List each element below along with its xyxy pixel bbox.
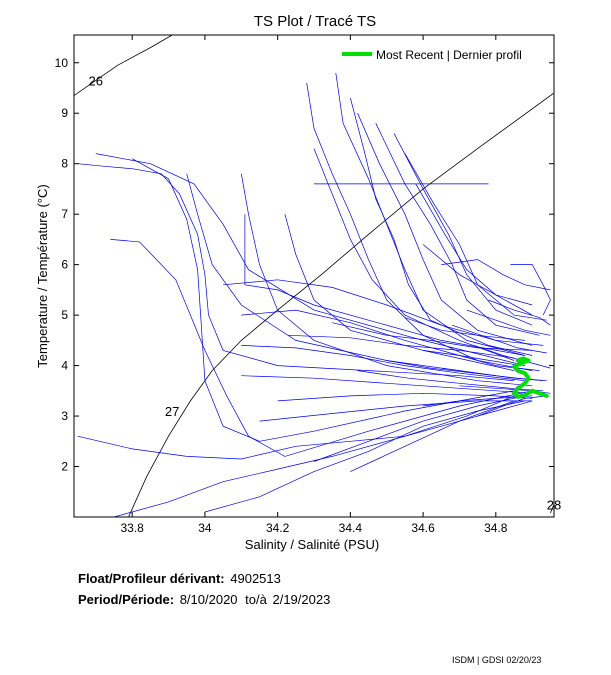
profile-line (452, 324, 547, 354)
credit-text: ISDM | GDSI 02/20/23 (452, 655, 542, 665)
x-tick-label: 34.4 (339, 521, 363, 535)
profile-line (313, 148, 515, 361)
profile-line (288, 334, 515, 359)
x-tick-label: 34.6 (411, 521, 435, 535)
y-axis-label: Temperature / Température (°C) (35, 184, 50, 367)
profile-line (77, 163, 515, 382)
y-axis: 2 3 4 5 6 7 8 9 10 (55, 56, 554, 474)
profile-line (241, 375, 533, 394)
profile-line (422, 244, 533, 306)
period-start: 8/10/2020 (179, 592, 238, 607)
contour-label: 27 (165, 404, 179, 419)
x-tick-label: 34.8 (484, 521, 508, 535)
profile-line (357, 113, 533, 346)
profile-line (404, 153, 547, 321)
x-tick-label: 33.8 (121, 521, 145, 535)
profile-line (132, 158, 515, 442)
profile-line (186, 173, 496, 377)
chart-title: TS Plot / Tracé TS (254, 13, 376, 30)
profile-line (110, 239, 533, 457)
period-end: 2/19/2023 (272, 592, 331, 607)
profile-line (375, 123, 540, 336)
y-tick-label: 7 (61, 207, 68, 221)
profile-line (404, 317, 525, 341)
density-contour-28 (550, 504, 554, 514)
float-label: Float/Profileur dérivant: (78, 571, 225, 586)
period-label: Period/Période: (78, 592, 175, 607)
float-value: 4902513 (230, 571, 281, 586)
profile-line (259, 400, 533, 422)
y-tick-label: 4 (61, 359, 68, 373)
period-info: Period/Période: 8/10/2020 to/à 2/19/2023 (78, 592, 330, 607)
density-contour-26 (74, 35, 173, 96)
profile-line (423, 395, 533, 407)
x-axis: 33.8 34 34.2 34.4 34.6 34.8 (121, 35, 508, 535)
profile-line (77, 395, 515, 460)
y-tick-label: 2 (61, 460, 68, 474)
legend-label: Most Recent | Dernier profil (376, 48, 522, 62)
y-tick-label: 3 (61, 409, 68, 423)
y-tick-label: 6 (61, 258, 68, 272)
plot-area (74, 35, 554, 517)
y-tick-label: 5 (61, 308, 68, 322)
profile-line (277, 392, 533, 402)
profile-line (350, 400, 515, 472)
x-axis-label: Salinity / Salinité (PSU) (245, 537, 379, 552)
profile-line (95, 153, 525, 366)
profile-line (332, 322, 533, 351)
y-tick-label: 10 (55, 56, 69, 70)
profile-line (241, 345, 525, 382)
profile-line (335, 72, 525, 356)
profile-line (473, 345, 551, 369)
period-separator: to/à (245, 592, 267, 607)
contour-label: 26 (89, 73, 103, 88)
recent-profile-line (512, 356, 549, 399)
profile-line (415, 183, 533, 316)
profile-line (350, 98, 533, 356)
x-tick-label: 34 (198, 521, 212, 535)
profile-line (357, 370, 544, 392)
profile-line (240, 173, 533, 387)
density-contour-27 (128, 92, 554, 517)
x-tick-label: 34.2 (266, 521, 290, 535)
profile-line (393, 133, 533, 326)
profile-line (466, 309, 551, 336)
y-tick-label: 8 (61, 157, 68, 171)
profile-line (244, 214, 525, 356)
profile-line (284, 214, 515, 371)
y-tick-label: 9 (61, 106, 68, 120)
recent-profile (512, 356, 549, 399)
profile-lines (77, 72, 551, 517)
density-contours (74, 35, 554, 517)
profile-line (441, 259, 551, 291)
profile-line (306, 82, 533, 371)
profile-line (241, 309, 522, 366)
profile-line (313, 395, 525, 462)
profile-line (204, 400, 525, 513)
float-info: Float/Profileur dérivant: 4902513 (78, 571, 281, 586)
plot-frame (73, 34, 555, 518)
profile-line (510, 264, 551, 316)
legend: Most Recent | Dernier profil (342, 48, 522, 62)
profile-line (488, 299, 551, 326)
profile-line (477, 395, 547, 417)
